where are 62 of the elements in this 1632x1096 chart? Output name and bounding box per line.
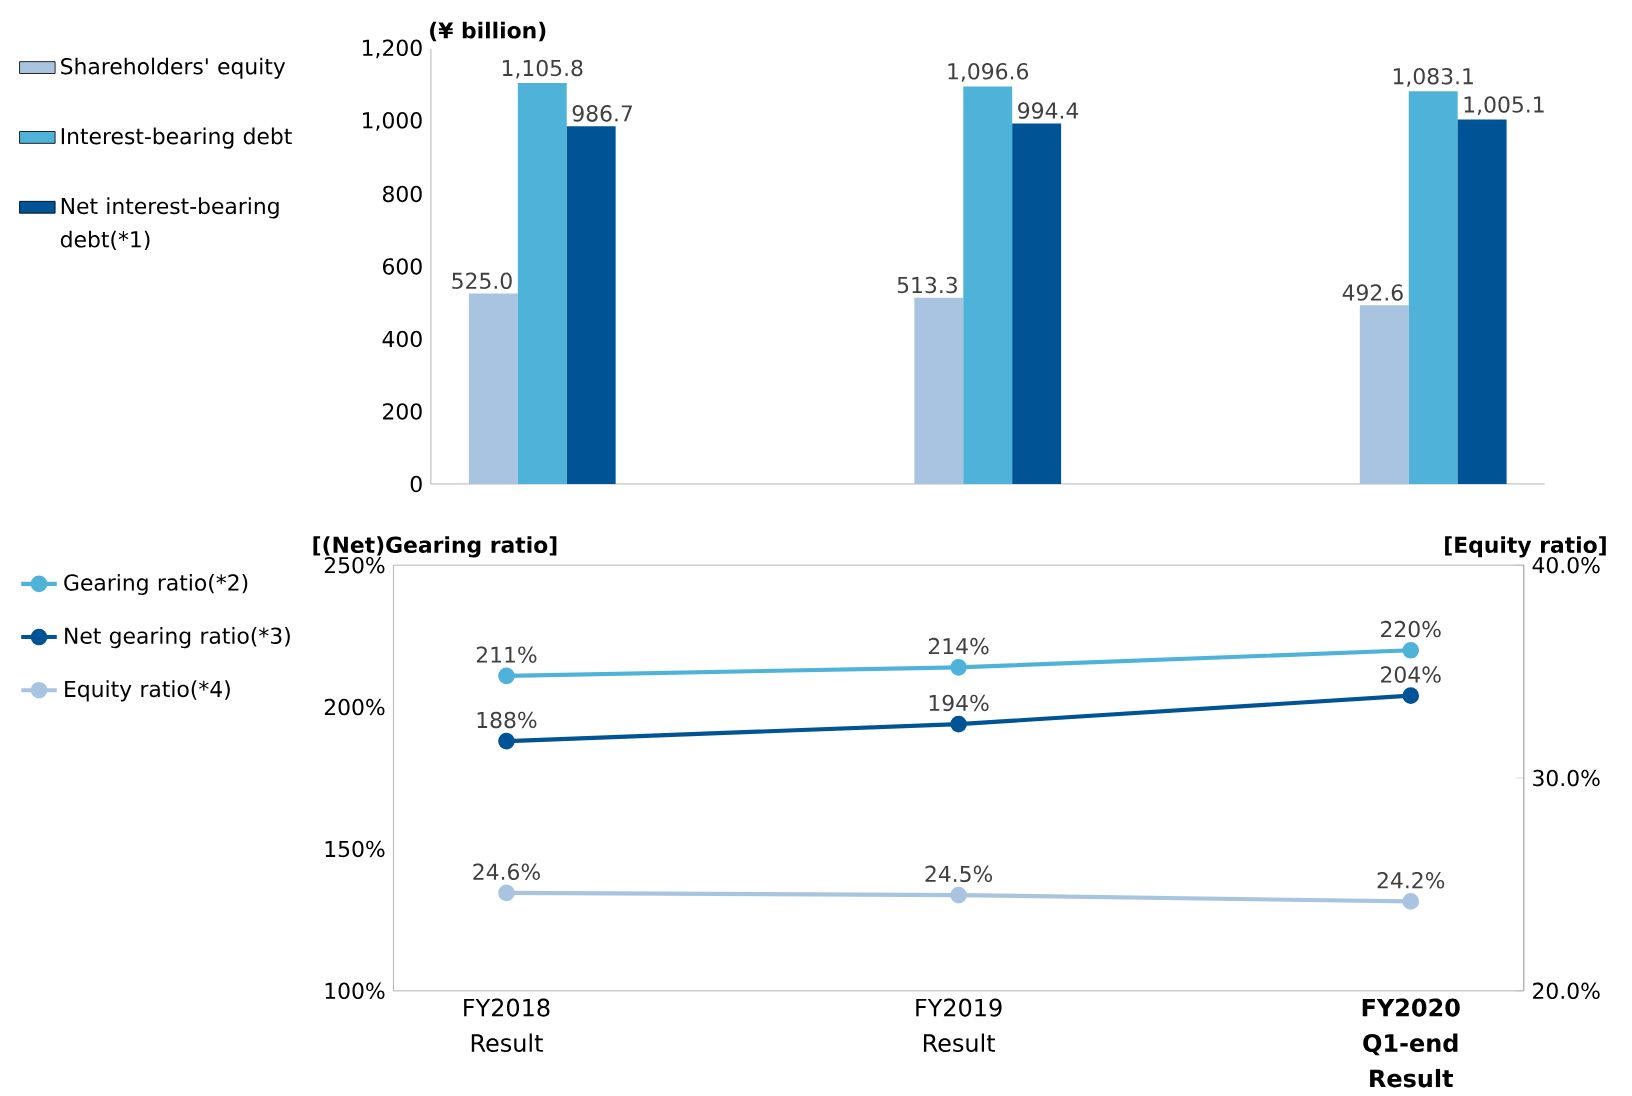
y2-tick-label: 30.0%: [1533, 769, 1600, 787]
point: [950, 886, 967, 904]
y-axis-title: [(Net)Gearing ratio]: [313, 536, 557, 558]
point: [1402, 893, 1420, 910]
legend-label: Interest-bearing debt: [61, 127, 292, 149]
data-label: 188%: [477, 711, 537, 729]
point: [950, 715, 967, 733]
bar: [1359, 305, 1409, 484]
x-tick-label: FY2020 Q1-end Result: [1362, 998, 1460, 1088]
y-tick-label: 200%: [324, 698, 385, 716]
y-tick-label: 150%: [325, 840, 385, 858]
bar: [914, 297, 964, 484]
legend-label: Net interest-bearing debt(*1): [60, 197, 279, 251]
bar: [1408, 91, 1458, 484]
bar: [963, 86, 1013, 484]
data-label: 211%: [476, 646, 537, 663]
data-label: 492.6: [1342, 284, 1403, 301]
point: [498, 667, 515, 685]
data-label: 214%: [928, 637, 989, 655]
data-label: 1,005.1: [1464, 96, 1544, 115]
data-label: 986.7: [572, 105, 632, 122]
y-axis-title: (¥ billion): [430, 21, 546, 42]
bar: [1012, 123, 1062, 484]
x-tick-label: FY2018 Result: [464, 998, 550, 1053]
point: [1402, 641, 1420, 659]
y-tick-label: 1,000: [363, 112, 422, 131]
data-label: 24.2%: [1377, 872, 1445, 889]
point: [950, 659, 967, 676]
point: [498, 732, 515, 750]
point: [1402, 687, 1420, 705]
y2-tick-label: 20.0%: [1533, 982, 1600, 1000]
bar: [1457, 119, 1507, 484]
legend-label: Shareholders' equity: [61, 57, 286, 79]
data-label: 1,083.1: [1393, 67, 1473, 87]
data-label: 194%: [929, 694, 989, 712]
data-label: 220%: [1381, 620, 1441, 638]
y-tick-label: 600: [383, 258, 422, 275]
y2-axis-title: [Equity ratio]: [1445, 536, 1606, 558]
y-tick-label: 100%: [325, 982, 385, 1000]
y-tick-label: 250%: [324, 556, 385, 574]
bar: [517, 83, 567, 484]
y-tick-label: 800: [382, 185, 422, 203]
x-tick-label: FY2019 Result: [916, 998, 1002, 1053]
data-label: 24.5%: [925, 865, 993, 883]
point: [498, 884, 515, 902]
data-label: 24.6%: [473, 863, 540, 881]
data-label: 525.0: [452, 272, 512, 290]
data-label: 1,105.8: [502, 59, 583, 79]
y-tick-label: 400: [382, 330, 422, 348]
data-label: 994.4: [1018, 102, 1079, 119]
legend-label: Gearing ratio(*2): [64, 573, 248, 596]
data-label: 1,096.6: [948, 63, 1029, 82]
legend-label: Equity ratio(*4): [65, 680, 230, 702]
y-tick-label: 200: [383, 403, 422, 420]
legend-label: Net gearing ratio(*3): [65, 627, 290, 649]
data-label: 204%: [1381, 666, 1441, 683]
y-tick-label: 0: [410, 475, 422, 493]
y-tick-label: 1,200: [363, 39, 422, 59]
bar: [468, 293, 518, 484]
data-label: 513.3: [897, 276, 957, 294]
y2-tick-label: 40.0%: [1532, 556, 1600, 574]
bar: [566, 126, 616, 484]
